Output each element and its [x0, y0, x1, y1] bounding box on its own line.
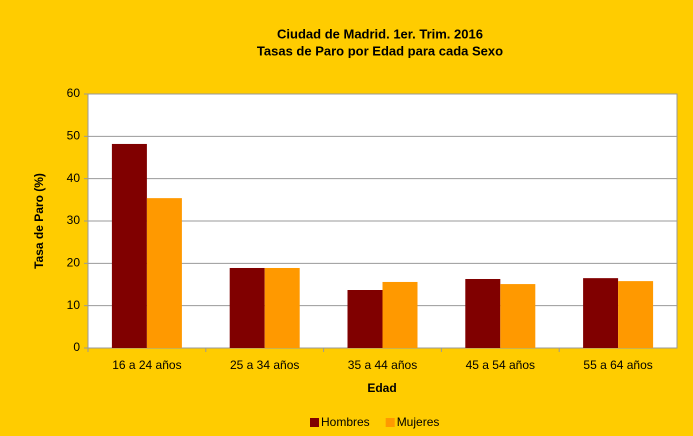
x-tick-label: 55 a 64 años [583, 358, 652, 372]
x-tick-label: 25 a 34 años [230, 358, 299, 372]
chart-subtitle: Tasas de Paro por Edad para cada Sexo [257, 43, 503, 58]
legend-swatch [385, 418, 395, 427]
y-tick-label: 30 [67, 213, 81, 227]
x-tick-label: 35 a 44 años [348, 358, 417, 372]
y-axis-label: Tasa de Paro (%) [32, 173, 46, 269]
bar [500, 284, 536, 348]
y-tick-label: 40 [67, 171, 81, 185]
x-axis-label: Edad [367, 381, 396, 395]
y-tick-label: 20 [67, 256, 81, 270]
legend-label: Mujeres [397, 415, 440, 429]
bar [382, 281, 418, 348]
bar [465, 278, 501, 348]
y-tick-label: 60 [67, 86, 81, 100]
y-tick-label: 10 [67, 298, 81, 312]
chart-title: Ciudad de Madrid. 1er. Trim. 2016 [277, 26, 483, 41]
y-tick-label: 50 [67, 129, 81, 143]
x-tick-label: 45 a 54 años [466, 358, 535, 372]
legend-label: Hombres [321, 415, 370, 429]
bar [618, 281, 654, 348]
bar [264, 267, 300, 348]
x-tick-label: 16 a 24 años [112, 358, 181, 372]
legend-swatch [310, 418, 319, 427]
bar [347, 290, 383, 348]
bar [111, 143, 147, 348]
bar [229, 267, 265, 348]
y-tick-label: 0 [73, 340, 80, 354]
bar [583, 278, 619, 348]
bar [146, 198, 182, 348]
